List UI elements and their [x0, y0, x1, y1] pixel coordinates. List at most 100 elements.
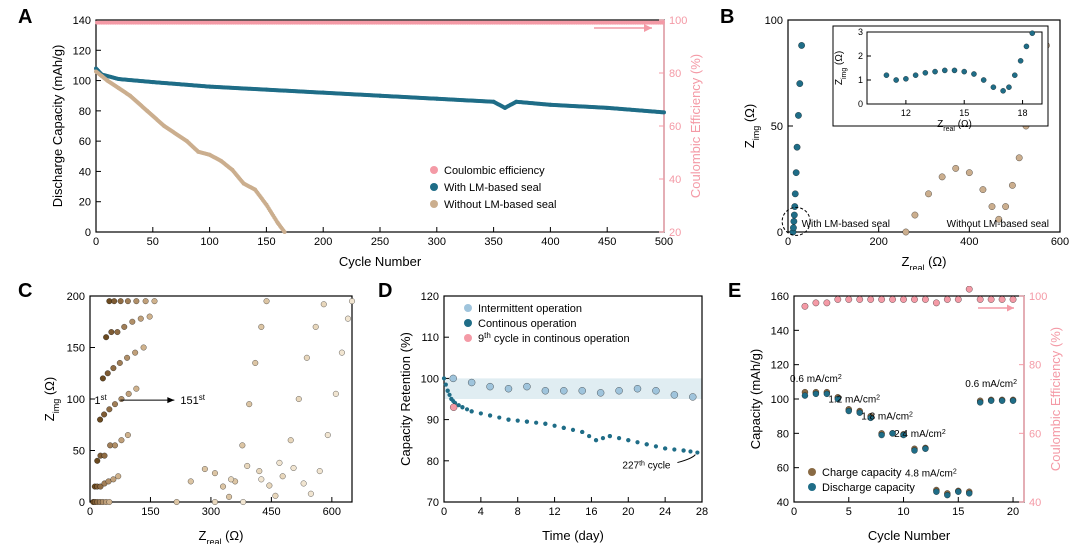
svg-text:20: 20 — [1007, 506, 1019, 518]
svg-text:150: 150 — [257, 236, 275, 248]
svg-text:100: 100 — [765, 15, 783, 27]
svg-text:4.8 mA/cm2: 4.8 mA/cm2 — [905, 468, 957, 480]
svg-text:0: 0 — [441, 506, 447, 518]
svg-text:70: 70 — [427, 497, 439, 509]
svg-text:120: 120 — [73, 45, 91, 57]
svg-text:450: 450 — [262, 506, 280, 518]
svg-text:Coulombic Efficiency (%): Coulombic Efficiency (%) — [1048, 327, 1063, 471]
panel-a-svg: 0501001502002503003504004505000204060801… — [40, 8, 710, 270]
svg-text:350: 350 — [484, 236, 502, 248]
svg-text:0.6 mA/cm2: 0.6 mA/cm2 — [965, 378, 1017, 390]
svg-text:16: 16 — [585, 506, 597, 518]
svg-text:140: 140 — [771, 325, 789, 337]
svg-text:60: 60 — [1029, 428, 1041, 440]
svg-text:90: 90 — [427, 415, 439, 427]
panel-label-c: C — [18, 280, 32, 303]
svg-text:Discharge Capacity (mAh/g): Discharge Capacity (mAh/g) — [50, 45, 65, 208]
svg-text:15: 15 — [952, 506, 964, 518]
svg-text:1: 1 — [858, 75, 863, 85]
svg-text:200: 200 — [314, 236, 332, 248]
svg-text:50: 50 — [771, 121, 783, 133]
svg-text:100: 100 — [73, 76, 91, 88]
svg-text:120: 120 — [771, 360, 789, 372]
svg-text:300: 300 — [428, 236, 446, 248]
svg-text:80: 80 — [777, 428, 789, 440]
svg-text:12: 12 — [901, 108, 911, 118]
svg-text:20: 20 — [79, 197, 91, 209]
svg-text:Charge capacity: Charge capacity — [822, 467, 902, 479]
svg-text:9th cycle in continous operati: 9th cycle in continous operation — [478, 331, 630, 346]
svg-text:8: 8 — [515, 506, 521, 518]
svg-text:3: 3 — [858, 27, 863, 37]
panel-d: 0481216202428708090100110120Time (day)Ca… — [390, 286, 710, 544]
svg-text:0: 0 — [93, 236, 99, 248]
svg-text:151st: 151st — [180, 393, 205, 408]
svg-text:60: 60 — [777, 463, 789, 475]
panel-label-b: B — [720, 6, 734, 29]
svg-text:0: 0 — [79, 497, 85, 509]
svg-text:Cycle Number: Cycle Number — [339, 254, 422, 269]
svg-text:80: 80 — [1029, 360, 1041, 372]
panel-a: 0501001502002503003504004505000204060801… — [40, 8, 710, 270]
svg-text:20: 20 — [669, 227, 681, 239]
svg-text:Zimg (Ω): Zimg (Ω) — [742, 104, 761, 148]
svg-text:300: 300 — [202, 506, 220, 518]
svg-text:50: 50 — [73, 446, 85, 458]
svg-text:Cycle Number: Cycle Number — [868, 528, 951, 543]
svg-text:10: 10 — [897, 506, 909, 518]
svg-text:1.2 mA/cm2: 1.2 mA/cm2 — [828, 394, 880, 406]
svg-text:100: 100 — [421, 373, 439, 385]
svg-text:Time (day): Time (day) — [542, 528, 604, 543]
svg-text:250: 250 — [371, 236, 389, 248]
svg-text:Zreal (Ω): Zreal (Ω) — [199, 528, 244, 544]
svg-text:24: 24 — [659, 506, 671, 518]
svg-text:Coulombic Efficiency (%): Coulombic Efficiency (%) — [688, 54, 703, 198]
panel-e: 0 5 10 15 20 40 60 80 100 120 140 160 Cycle Number Ca… — [740, 286, 1070, 544]
svg-text:12: 12 — [548, 506, 560, 518]
svg-text:20: 20 — [622, 506, 634, 518]
svg-text:With LM-based seal: With LM-based seal — [444, 182, 541, 194]
svg-text:Discharge capacity: Discharge capacity — [822, 482, 915, 494]
svg-text:0: 0 — [785, 236, 791, 248]
svg-text:Intermittent operation: Intermittent operation — [478, 303, 582, 315]
panel-e-svg: 0 5 10 15 20 40 60 80 100 120 140 160 Cycle Number Ca… — [740, 286, 1070, 544]
svg-text:2: 2 — [858, 51, 863, 61]
panel-b-svg: 0200400600050100Zreal (Ω)Zimg (Ω)With LM… — [740, 8, 1070, 270]
svg-text:Capacity Retention (%): Capacity Retention (%) — [398, 332, 413, 466]
svg-text:1st: 1st — [94, 393, 107, 408]
svg-text:80: 80 — [79, 106, 91, 118]
svg-text:600: 600 — [323, 506, 341, 518]
svg-text:40: 40 — [1029, 497, 1041, 509]
svg-text:140: 140 — [73, 15, 91, 27]
panel-c: 0150300450600050100150200Zreal (Ω)Zimg (… — [40, 286, 360, 544]
svg-text:Capacity (mAh/g): Capacity (mAh/g) — [748, 349, 763, 449]
svg-text:2.4 mA/cm2: 2.4 mA/cm2 — [894, 428, 946, 440]
svg-text:Without LM-based seal: Without LM-based seal — [444, 199, 557, 211]
svg-text:0: 0 — [791, 506, 797, 518]
svg-text:150: 150 — [141, 506, 159, 518]
svg-text:150: 150 — [67, 343, 85, 355]
svg-text:100: 100 — [771, 394, 789, 406]
svg-text:600: 600 — [1051, 236, 1069, 248]
svg-text:200: 200 — [67, 291, 85, 303]
svg-text:450: 450 — [598, 236, 616, 248]
svg-text:With LM-based seal: With LM-based seal — [802, 219, 890, 230]
svg-text:Zreal (Ω): Zreal (Ω) — [937, 119, 972, 133]
svg-text:40: 40 — [777, 497, 789, 509]
svg-text:80: 80 — [669, 68, 681, 80]
svg-text:60: 60 — [79, 136, 91, 148]
svg-text:160: 160 — [771, 291, 789, 303]
svg-text:0: 0 — [85, 227, 91, 239]
panel-label-a: A — [18, 6, 32, 29]
svg-text:Zreal (Ω): Zreal (Ω) — [902, 254, 947, 270]
svg-text:400: 400 — [960, 236, 978, 248]
svg-text:200: 200 — [869, 236, 887, 248]
svg-text:Without LM-based seal: Without LM-based seal — [947, 219, 1049, 230]
svg-text:4: 4 — [478, 506, 484, 518]
svg-text:80: 80 — [427, 456, 439, 468]
svg-text:5: 5 — [846, 506, 852, 518]
svg-text:15: 15 — [959, 108, 969, 118]
svg-text:60: 60 — [669, 121, 681, 133]
svg-text:400: 400 — [541, 236, 559, 248]
svg-text:120: 120 — [421, 291, 439, 303]
